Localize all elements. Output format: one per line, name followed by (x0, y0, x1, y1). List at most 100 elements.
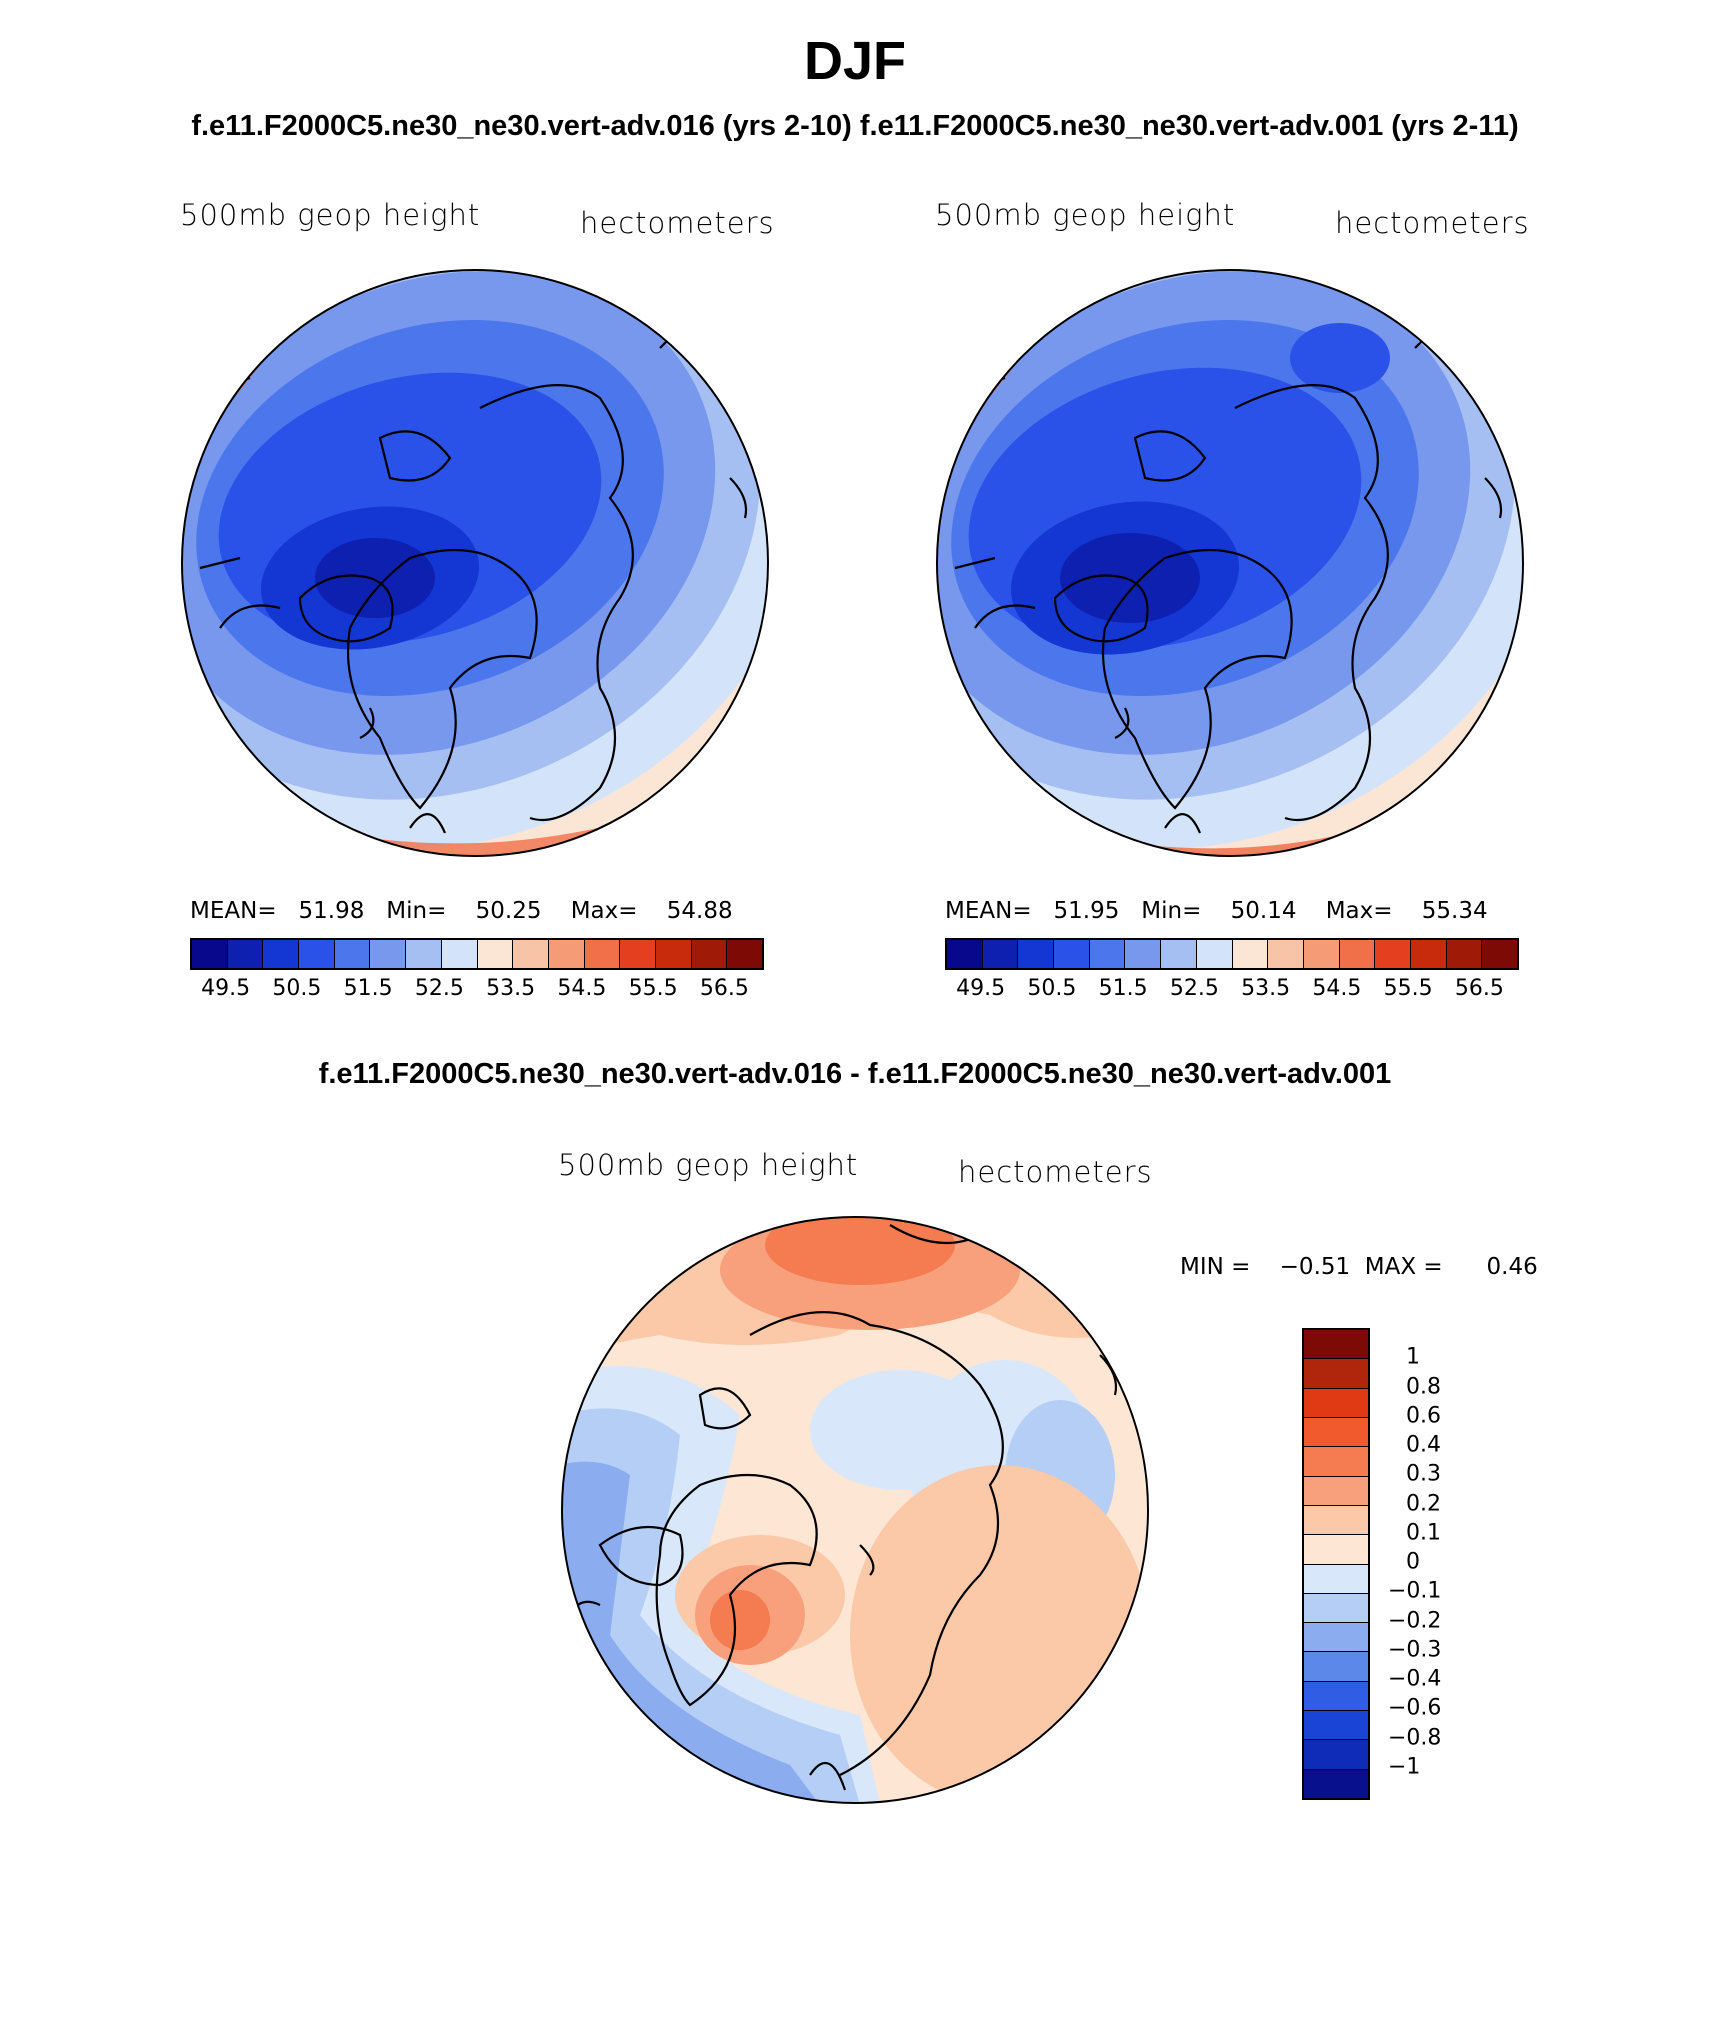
colorbar-tick-label: 56.5 (699, 976, 749, 1001)
panel2-units-label: hectometers (1335, 206, 1530, 240)
colorbar-tick-label: 0.2 (1406, 1491, 1441, 1516)
colorbar-tick-label: 54.5 (1312, 976, 1362, 1001)
panel2-colorbar (945, 938, 1519, 970)
difference-title: f.e11.F2000C5.ne30_ne30.vert-adv.016 - f… (318, 1058, 1392, 1090)
colorbar-swatch (620, 940, 656, 968)
colorbar-swatch (227, 940, 264, 968)
colorbar-swatch (1339, 940, 1376, 968)
colorbar-tick-label: 0.8 (1406, 1374, 1441, 1399)
colorbar-tick-label: 53.5 (486, 976, 536, 1001)
colorbar-tick-label: 56.5 (1454, 976, 1504, 1001)
colorbar-swatch (299, 940, 335, 968)
colorbar-tick-label: −0.2 (1388, 1608, 1442, 1633)
panel1-variable-label: 500mb geop height (180, 198, 481, 232)
colorbar-swatch (1304, 1652, 1368, 1682)
panel2-colorbar-ticks: 49.5 50.5 51.5 52.5 53.5 54.5 55.5 56.5 (945, 976, 1515, 1006)
colorbar-tick-label: 1 (1406, 1344, 1420, 1370)
colorbar-tick-label: 0.1 (1406, 1520, 1441, 1546)
panel1-colorbar-ticks: 49.5 50.5 51.5 52.5 53.5 54.5 55.5 56.5 (190, 976, 760, 1006)
colorbar-swatch (1304, 1564, 1368, 1594)
colorbar-tick-label: 0.3 (1406, 1461, 1441, 1487)
colorbar-tick-label: 49.5 (201, 976, 251, 1001)
colorbar-tick-label: 0.6 (1406, 1403, 1441, 1429)
main-title: DJF (803, 31, 906, 91)
colorbar-swatch (1304, 1359, 1368, 1389)
diff-minmax-stats: MIN = −0.51 MAX = 0.46 (1180, 1254, 1538, 1280)
difference-colorbar-ticks: 1 0.8 0.6 0.4 0.3 0.2 0.1 0 −0.1 −0.2 −0.3 −0.4 −0.6… (1388, 1328, 1508, 1796)
colorbar-swatch (1375, 940, 1411, 968)
colorbar-swatch (548, 940, 585, 968)
colorbar-swatch (1304, 1535, 1368, 1565)
colorbar-swatch (1446, 940, 1483, 968)
colorbar-swatch (1410, 940, 1447, 968)
colorbar-swatch (192, 940, 228, 968)
colorbar-swatch (370, 940, 407, 968)
colorbar-tick-label: −0.1 (1388, 1578, 1442, 1604)
colorbar-tick-label: 52.5 (414, 976, 464, 1001)
colorbar-tick-label: −0.6 (1388, 1695, 1442, 1721)
colorbar-tick-label: 50.5 (1027, 976, 1077, 1001)
colorbar-swatch (1304, 1505, 1368, 1536)
panel1-stats: MEAN= 51.98 Min= 50.25 Max= 54.88 (190, 898, 733, 924)
difference-polar-map (561, 1216, 1149, 1804)
colorbar-tick-label: 50.5 (272, 976, 322, 1001)
colorbar-swatch (477, 940, 514, 968)
colorbar-swatch (1196, 940, 1233, 968)
colorbar-swatch (1018, 940, 1055, 968)
subtitle: f.e11.F2000C5.ne30_ne30.vert-adv.016 (yr… (191, 110, 1519, 142)
colorbar-tick-label: 53.5 (1241, 976, 1291, 1001)
colorbar-swatch (655, 940, 692, 968)
colorbar-swatch (1304, 1476, 1368, 1506)
diff-units-label: hectometers (958, 1155, 1153, 1189)
colorbar-tick-label: 49.5 (956, 976, 1006, 1001)
colorbar-swatch (691, 940, 728, 968)
colorbar-tick-label: 51.5 (343, 976, 393, 1001)
colorbar-tick-label: 0 (1406, 1549, 1420, 1575)
panel1-units-label: hectometers (580, 206, 775, 240)
colorbar-swatch (1304, 1447, 1368, 1477)
colorbar-swatch (1304, 1388, 1368, 1418)
colorbar-tick-label: 55.5 (628, 976, 678, 1001)
colorbar-swatch (982, 940, 1019, 968)
colorbar-swatch (1304, 1740, 1368, 1770)
colorbar-tick-label: −1 (1388, 1754, 1421, 1780)
colorbar-swatch (513, 940, 549, 968)
colorbar-swatch (727, 940, 762, 968)
colorbar-swatch (1232, 940, 1269, 968)
panel1-colorbar (190, 938, 764, 970)
colorbar-swatch (334, 940, 371, 968)
colorbar-swatch (441, 940, 478, 968)
difference-colorbar (1302, 1328, 1370, 1800)
colorbar-swatch (1303, 940, 1340, 968)
colorbar-tick-label: −0.8 (1388, 1725, 1442, 1750)
colorbar-swatch (947, 940, 983, 968)
colorbar-swatch (263, 940, 300, 968)
panel2-variable-label: 500mb geop height (935, 198, 1236, 232)
colorbar-tick-label: 54.5 (557, 976, 607, 1001)
colorbar-tick-label: −0.3 (1388, 1637, 1442, 1663)
colorbar-tick-label: 0.4 (1406, 1432, 1441, 1458)
colorbar-swatch (1304, 1623, 1368, 1653)
panel2-polar-map (936, 269, 1524, 857)
colorbar-swatch (1268, 940, 1304, 968)
colorbar-swatch (1304, 1417, 1368, 1448)
colorbar-swatch (584, 940, 621, 968)
colorbar-swatch (406, 940, 442, 968)
colorbar-tick-label: 55.5 (1383, 976, 1433, 1001)
colorbar-swatch (1304, 1769, 1368, 1798)
colorbar-swatch (1125, 940, 1162, 968)
colorbar-swatch (1482, 940, 1517, 968)
colorbar-swatch (1304, 1681, 1368, 1712)
diff-variable-label: 500mb geop height (558, 1148, 859, 1182)
panel1-polar-map (181, 269, 769, 857)
colorbar-tick-label: 51.5 (1098, 976, 1148, 1001)
colorbar-swatch (1304, 1711, 1368, 1741)
panel2-stats: MEAN= 51.95 Min= 50.14 Max= 55.34 (945, 898, 1488, 924)
colorbar-swatch (1304, 1330, 1368, 1360)
colorbar-swatch (1089, 940, 1126, 968)
colorbar-swatch (1304, 1593, 1368, 1624)
colorbar-tick-label: 52.5 (1169, 976, 1219, 1001)
colorbar-tick-label: −0.4 (1388, 1666, 1442, 1692)
colorbar-swatch (1054, 940, 1090, 968)
colorbar-swatch (1161, 940, 1197, 968)
